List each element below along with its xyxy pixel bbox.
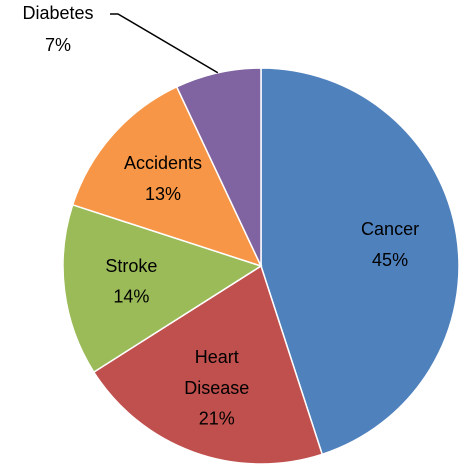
pie-slice [175,67,262,267]
slice-value-label: 14% [113,287,149,307]
slice-label: Stroke [105,256,157,276]
slice-label: Diabetes [22,3,93,23]
slice-label-line: Heart [195,347,239,367]
slice-label: Heart Disease [184,347,249,398]
slice-label-line: Disease [184,378,249,398]
leader-line [110,13,219,74]
slice-label-line: Cancer [361,219,419,239]
pie-slice [92,264,324,465]
slice-label: Accidents [124,153,202,173]
pie-slice [71,85,263,268]
slice-value-label: 45% [372,250,408,270]
slice-value-label: 21% [199,409,235,429]
slice-value-label: 13% [145,184,181,204]
slice-value-label: 7% [45,35,71,55]
pie-slice [62,203,263,374]
slice-label: Cancer [361,219,419,239]
slice-label-line: Stroke [105,256,157,276]
pie-slice [260,67,459,456]
slice-label-line: Accidents [124,153,202,173]
